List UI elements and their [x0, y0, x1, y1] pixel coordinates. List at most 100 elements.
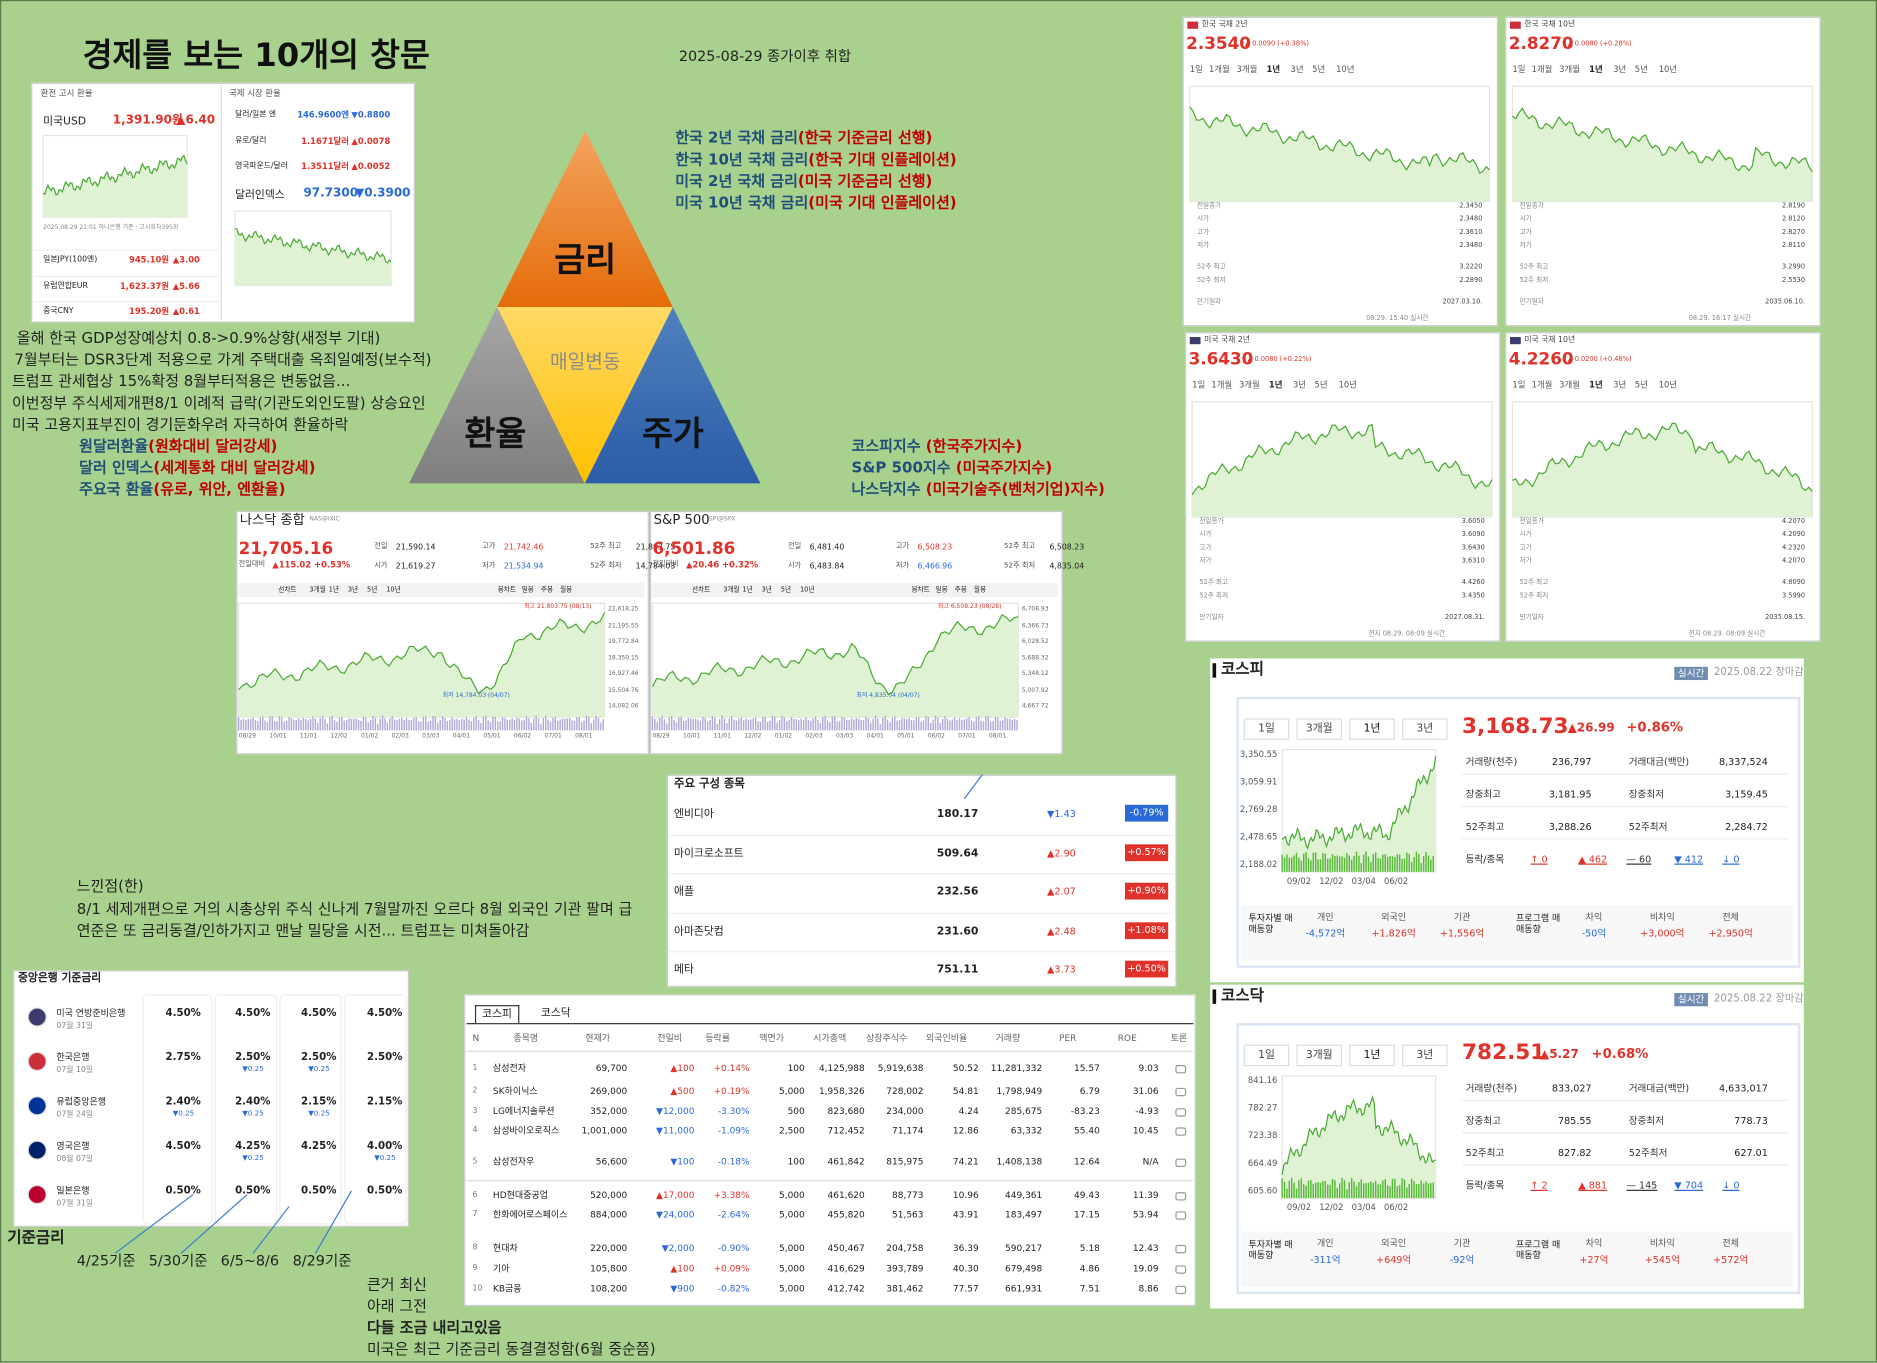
investor-label: 외국인 — [1381, 1237, 1407, 1249]
stat-value: 3,159.45 — [1725, 789, 1768, 800]
tab: 5년 — [1314, 380, 1328, 390]
text: 투자자별 매매동향 — [1248, 912, 1293, 934]
stat-value: 3.6430 — [1461, 544, 1485, 552]
column-header: 시가총액 — [813, 1032, 847, 1044]
comment-icon — [1175, 1244, 1187, 1254]
cell: ▼12,000 — [656, 1105, 695, 1117]
stat-line — [1462, 1164, 1789, 1166]
y-tick-label: 841.16 — [1247, 1075, 1278, 1086]
fx-row-line — [33, 275, 220, 277]
text: ▲6.40 — [176, 113, 216, 128]
text: 한국 국채 10년 — [1524, 19, 1576, 29]
investor-box — [1241, 1231, 1794, 1287]
stat-value: 2,284.72 — [1725, 821, 1768, 833]
y-tick-label: 6,366.73 — [1021, 621, 1049, 630]
header-line — [466, 1050, 1194, 1052]
stat-value: 2027.08.31. — [1444, 614, 1485, 622]
breadth: ▼ 704 — [1674, 1180, 1704, 1191]
text: 195.20원 — [128, 307, 170, 317]
breadth: ↓ 0 — [1722, 853, 1740, 865]
text: 국제 시장 환율 — [229, 88, 281, 99]
cell: -83.23 — [1070, 1105, 1100, 1117]
index-note: 코스피지수 (한국주가지수) — [852, 437, 1023, 455]
volume-bars — [237, 715, 604, 731]
text: 유럽연합EUR — [43, 280, 88, 290]
cell: 100 — [787, 1156, 805, 1167]
tab: 봉차트 — [497, 586, 516, 594]
stat-value: 3,288.26 — [1548, 821, 1592, 833]
chart-line — [1512, 107, 1813, 173]
cell: +0.19% — [713, 1085, 750, 1097]
text: 미국 국채 2년 — [1204, 334, 1250, 345]
stat-label: 만기일자 — [1519, 298, 1544, 306]
y-tick-label: 6,028.52 — [1021, 638, 1049, 646]
snapshot-date: 8/29기준 — [292, 1252, 352, 1269]
cell: -3.30% — [717, 1105, 750, 1117]
column-header: ROE — [1117, 1032, 1137, 1044]
text-part: (미국기술주(벤처기업)지수) — [925, 479, 1105, 498]
stat-label: 저가 — [895, 561, 910, 570]
cell: -4.93 — [1135, 1105, 1159, 1117]
cell: 815,975 — [886, 1156, 924, 1167]
cell: 36.39 — [952, 1242, 979, 1254]
tab: 1개월 — [1531, 380, 1553, 390]
cell: 381,462 — [886, 1283, 924, 1295]
stat-value: 2035.08.15. — [1765, 614, 1806, 622]
x-tick-label: 03/03 — [422, 732, 440, 741]
rate-note: 미국 2년 국채 금리(미국 기준금리 선행) — [675, 172, 932, 190]
snapshot-column — [279, 994, 342, 1225]
text: 1,623.37원 — [119, 281, 170, 291]
text: 231.60 — [936, 925, 979, 938]
tab: 3개월 — [309, 586, 326, 594]
cell: 6.79 — [1079, 1085, 1100, 1097]
chart-line — [42, 154, 188, 196]
cell: 5,000 — [779, 1283, 805, 1295]
cell: +3.38% — [713, 1189, 750, 1201]
x-tick-label: 05/01 — [483, 732, 501, 741]
tab: 1일 — [1512, 64, 1526, 75]
tab: 1년 — [1589, 380, 1603, 390]
cell: 43.91 — [952, 1208, 979, 1220]
market-frame — [1236, 1023, 1801, 1295]
cell: 1,408,138 — [996, 1156, 1043, 1167]
comment-icon — [1175, 1192, 1187, 1201]
stat-value: 3,181.95 — [1548, 789, 1592, 800]
x-tick-label: 04/01 — [452, 732, 471, 741]
y-tick-label: 4,667.72 — [1021, 702, 1049, 711]
stat-value: 4.2090 — [1781, 531, 1806, 539]
flag — [1509, 337, 1521, 345]
stat-value: 21,619.27 — [395, 561, 436, 571]
snapshot-column — [142, 994, 213, 1225]
rate-note: 한국 2년 국채 금리(한국 기준금리 선행) — [675, 129, 932, 147]
triangle-left — [408, 307, 585, 484]
stat-label: 52주최고 — [1465, 1147, 1505, 1159]
cell: 269,000 — [590, 1085, 628, 1097]
tab: 1년 — [1349, 718, 1395, 741]
program-label: 전체 — [1722, 911, 1739, 923]
text: 유로/달러 — [235, 134, 267, 145]
text: 달러인덱스 — [235, 189, 285, 202]
tab: 봉차트 — [911, 586, 930, 594]
footer: 08.29. 15:40 실시간 — [1366, 315, 1429, 323]
cell: +0.14% — [713, 1062, 750, 1074]
cell: LG에너지솔루션 — [492, 1105, 555, 1117]
cell: 54.81 — [952, 1085, 979, 1097]
volume-bars — [1281, 1177, 1434, 1199]
cell: 6 — [472, 1189, 478, 1200]
tab: 1일 — [1192, 380, 1206, 390]
cell: 5 — [472, 1156, 478, 1166]
comment-icon — [1175, 1285, 1187, 1295]
breadth: ↑ 2 — [1530, 1180, 1548, 1191]
y-tick-label: 18,350.15 — [608, 654, 639, 662]
tab: 1개월 — [1208, 64, 1230, 75]
cell: 7 — [472, 1208, 478, 1219]
text: 07월 31일 — [56, 1020, 94, 1031]
cell: 4.86 — [1079, 1262, 1100, 1274]
cell: 220,000 — [590, 1242, 628, 1254]
stat-value: 778.73 — [1734, 1115, 1768, 1127]
text: 509.64 — [936, 847, 979, 860]
badge: 실시간 — [1674, 993, 1709, 1007]
chart-fill — [43, 155, 188, 218]
comment-icon — [1175, 1211, 1187, 1220]
title-bar — [1212, 989, 1217, 1004]
